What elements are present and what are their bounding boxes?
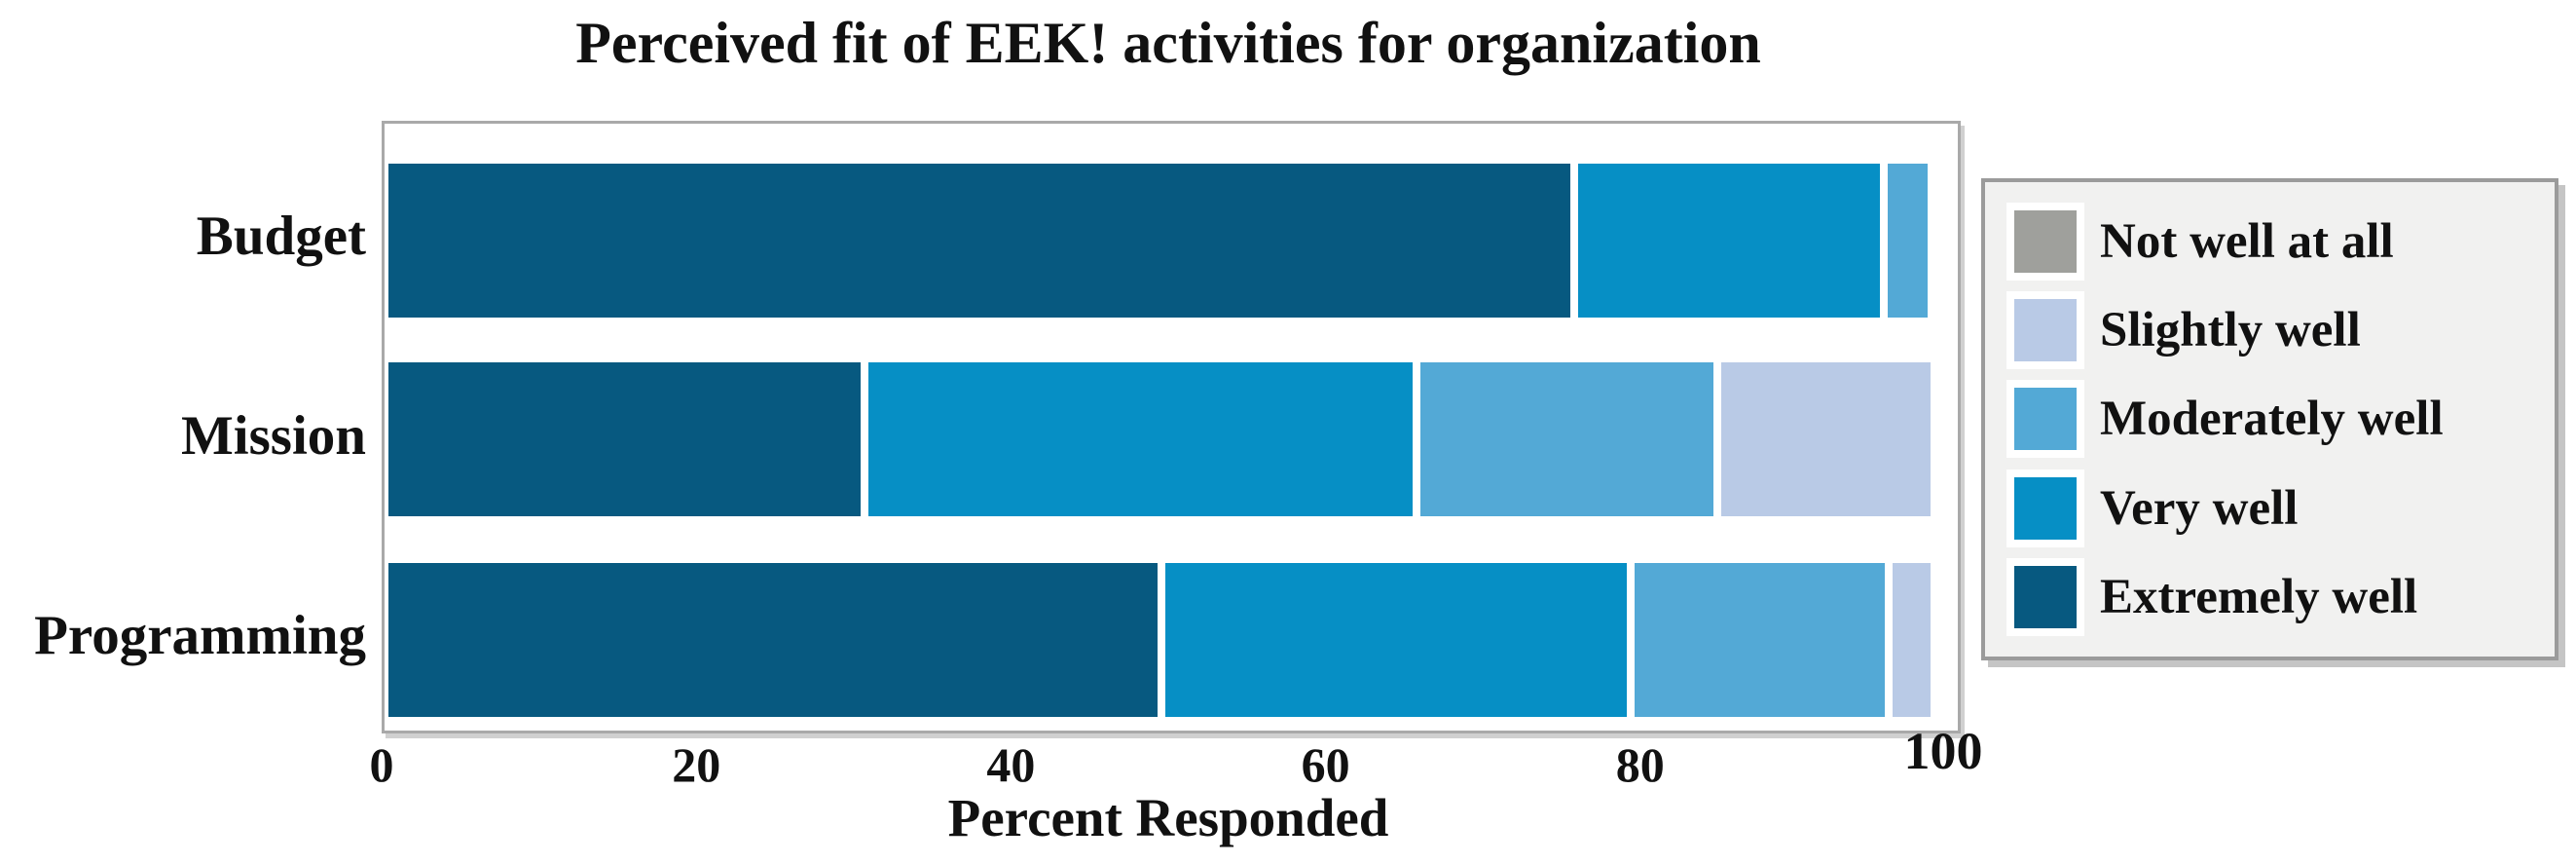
x-tick-label-40: 40: [986, 737, 1036, 792]
legend-label: Slightly well: [2100, 303, 2361, 358]
x-axis-label: Percent Responded: [947, 788, 1389, 847]
legend-item: Extremely well: [2006, 557, 2545, 636]
legend-swatch-icon: [2014, 210, 2077, 274]
bar-segment: [1716, 358, 1934, 520]
bar-row-mission: [385, 358, 1958, 520]
bar-segment: [1630, 559, 1889, 721]
x-tick-label-100: 100: [1903, 722, 1983, 780]
legend-swatch-frame: [2006, 557, 2084, 636]
legend-swatch-frame: [2006, 203, 2084, 282]
legend-swatch-icon: [2014, 476, 2077, 540]
legend-label: Not well at all: [2100, 214, 2394, 270]
legend-swatch-icon: [2014, 299, 2077, 362]
bar-segment: [1417, 358, 1717, 520]
legend-label: Extremely well: [2100, 569, 2418, 624]
legend-item: Slightly well: [2006, 291, 2545, 370]
category-label-mission: Mission: [180, 405, 366, 468]
legend-swatch-icon: [2014, 388, 2077, 451]
bar-row-programming: [385, 559, 1958, 721]
bar-segment: [1884, 160, 1932, 321]
legend-label: Moderately well: [2100, 392, 2444, 447]
legend-swatch-icon: [2014, 565, 2077, 628]
bar-segment: [1888, 559, 1934, 721]
chart-title: Perceived fit of EEK! activities for org…: [575, 11, 1761, 75]
bar-segment: [385, 559, 1162, 721]
legend-swatch-frame: [2006, 469, 2084, 547]
bar-segment: [1573, 160, 1885, 321]
category-label-programming: Programming: [34, 605, 366, 667]
bar-segment: [385, 160, 1574, 321]
x-tick-label-60: 60: [1301, 737, 1350, 792]
legend-item: Very well: [2006, 469, 2545, 547]
x-tick-label-0: 0: [369, 737, 394, 792]
legend-swatch-frame: [2006, 291, 2084, 370]
legend-label: Very well: [2100, 480, 2299, 536]
legend-item: Moderately well: [2006, 380, 2545, 459]
bar-segment: [385, 358, 865, 520]
x-tick-label-20: 20: [672, 737, 721, 792]
x-tick-label-80: 80: [1615, 737, 1665, 792]
bar-segment: [864, 358, 1417, 520]
legend-item: Not well at all: [2006, 203, 2545, 282]
legend: Not well at all Slightly well Moderately w…: [1981, 178, 2558, 660]
bar-row-budget: [385, 160, 1958, 321]
plot-area: [382, 121, 1961, 733]
x-axis-ticks: 0 20 40 60 80 100: [370, 722, 1983, 805]
legend-swatch-frame: [2006, 380, 2084, 459]
bar-segment: [1161, 559, 1631, 721]
y-axis-category-labels: Budget Mission Programming: [0, 0, 366, 864]
category-label-budget: Budget: [196, 206, 366, 268]
